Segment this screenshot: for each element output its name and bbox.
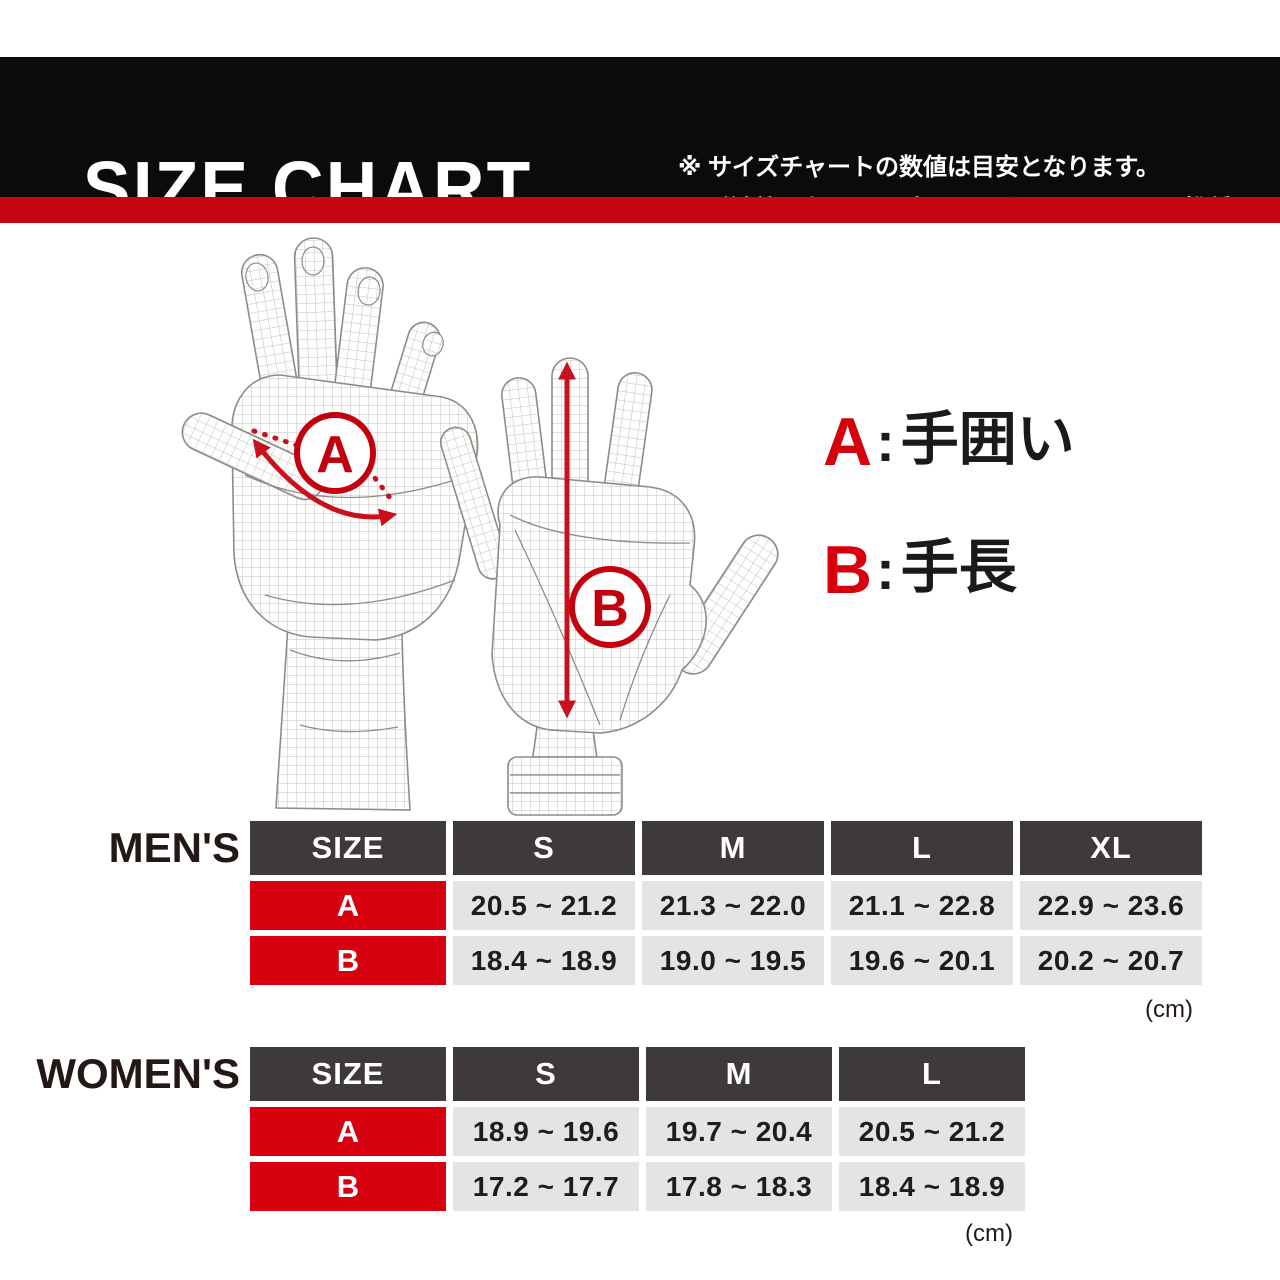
womens-unit-label: (cm): [965, 1220, 1013, 1247]
womens-size-table: SIZE S M L A 18.9 ~ 19.6 19.7 ~ 20.4 20.…: [250, 1047, 1025, 1211]
mens-header-l: L: [831, 821, 1013, 875]
womens-a-s: 18.9 ~ 19.6: [453, 1107, 639, 1156]
mens-header-m: M: [642, 821, 824, 875]
mens-b-xl: 20.2 ~ 20.7: [1020, 936, 1202, 985]
note-line-1: ※ サイズチャートの数値は目安となります。: [678, 154, 1160, 181]
womens-row-a-key: A: [250, 1107, 446, 1156]
mens-row-b-key: B: [250, 936, 446, 985]
measure-annotations: A B: [251, 361, 651, 719]
legend-a: A: 手囲い: [823, 392, 1075, 481]
womens-header-m: M: [646, 1047, 832, 1101]
mens-unit-label: (cm): [1145, 996, 1193, 1023]
back-hand-illustration: [181, 237, 479, 811]
mens-a-m: 21.3 ~ 22.0: [642, 881, 824, 930]
legend-a-colon: :: [876, 410, 895, 473]
measure-b-letter: B: [591, 580, 629, 638]
mens-a-l: 21.1 ~ 22.8: [831, 881, 1013, 930]
mens-table-label: MEN'S: [108, 824, 240, 871]
mens-size-table: SIZE S M L XL A 20.5 ~ 21.2 21.3 ~ 22.0 …: [250, 821, 1202, 985]
womens-row-b-key: B: [250, 1162, 446, 1211]
womens-header-l: L: [839, 1047, 1025, 1101]
mens-header-s: S: [453, 821, 635, 875]
mens-header-size: SIZE: [250, 821, 446, 875]
womens-table-label: WOMEN'S: [36, 1050, 240, 1097]
womens-header-size: SIZE: [250, 1047, 446, 1101]
legend-b-key: B: [823, 532, 873, 608]
red-stripe: [0, 197, 1280, 223]
legend-b: B: 手長: [823, 520, 1017, 609]
womens-b-l: 18.4 ~ 18.9: [839, 1162, 1025, 1211]
womens-b-s: 17.2 ~ 17.7: [453, 1162, 639, 1211]
measure-a-marker: [294, 412, 376, 494]
hand-measurement-diagram: A B: [181, 237, 779, 816]
measure-b-marker: [569, 566, 651, 648]
girth-arrow: [252, 438, 398, 527]
womens-a-m: 19.7 ~ 20.4: [646, 1107, 832, 1156]
mens-b-s: 18.4 ~ 18.9: [453, 936, 635, 985]
measure-a-letter: A: [316, 426, 354, 484]
womens-a-l: 20.5 ~ 21.2: [839, 1107, 1025, 1156]
legend-b-colon: :: [876, 538, 895, 601]
mens-row-a-key: A: [250, 881, 446, 930]
mens-b-l: 19.6 ~ 20.1: [831, 936, 1013, 985]
legend-a-label: 手囲い: [900, 407, 1075, 472]
legend-b-label: 手長: [900, 535, 1017, 600]
womens-header-s: S: [453, 1047, 639, 1101]
womens-b-m: 17.8 ~ 18.3: [646, 1162, 832, 1211]
mens-a-s: 20.5 ~ 21.2: [453, 881, 635, 930]
mens-b-m: 19.0 ~ 19.5: [642, 936, 824, 985]
mens-a-xl: 22.9 ~ 23.6: [1020, 881, 1202, 930]
legend-a-key: A: [823, 404, 873, 480]
mens-header-xl: XL: [1020, 821, 1202, 875]
header-banner: SIZE CHART ※ サイズチャートの数値は目安となります。 ご試着の上、サ…: [0, 57, 1280, 231]
